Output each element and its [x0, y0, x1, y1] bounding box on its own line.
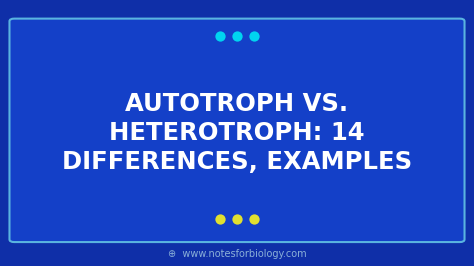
Point	[217, 34, 224, 38]
Point	[250, 34, 257, 38]
Point	[250, 217, 257, 222]
Point	[233, 217, 241, 222]
FancyBboxPatch shape	[9, 19, 465, 242]
Text: ⊕  www.notesforbiology.com: ⊕ www.notesforbiology.com	[168, 249, 306, 259]
Text: AUTOTROPH VS.
HETEROTROPH: 14
DIFFERENCES, EXAMPLES: AUTOTROPH VS. HETEROTROPH: 14 DIFFERENCE…	[62, 92, 412, 174]
Point	[233, 34, 241, 38]
Point	[217, 217, 224, 222]
